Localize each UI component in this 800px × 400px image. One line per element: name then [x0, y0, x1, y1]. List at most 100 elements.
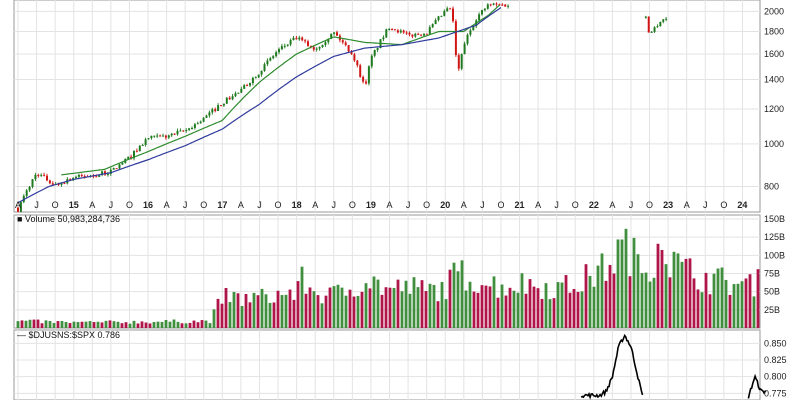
x-tick-label: O [126, 200, 133, 210]
price-candle-body [159, 135, 162, 137]
price-candle-body [263, 64, 266, 71]
volume-bar [172, 319, 176, 328]
price-candle-body [127, 156, 130, 159]
volume-bar [36, 319, 40, 328]
price-candle-body [98, 174, 101, 177]
volume-bar [136, 323, 140, 328]
price-candle-body [301, 37, 304, 41]
price-candle-body [373, 50, 376, 56]
price-candle-body [135, 150, 138, 152]
x-tick-label: O [720, 200, 727, 210]
price-candle-body [46, 175, 48, 181]
price-candle-body [80, 174, 83, 177]
price-candle-body [246, 85, 249, 87]
x-tick-label: O [646, 200, 653, 210]
volume-bar [256, 295, 260, 328]
price-candle-body [104, 171, 106, 175]
price-y-tick: 800 [764, 181, 779, 191]
price-candle-body [51, 183, 54, 185]
volume-bar [348, 289, 352, 328]
price-candle-body [75, 176, 77, 179]
price-candle-body [231, 96, 234, 100]
price-candle-body [650, 31, 653, 33]
price-candle-body [222, 103, 225, 106]
price-y-tick: 1000 [764, 139, 784, 149]
price-candle-body [489, 4, 492, 6]
price-candle-body [130, 156, 133, 159]
volume-bar [712, 273, 716, 328]
volume-bar [696, 289, 700, 328]
price-candle-body [653, 27, 656, 32]
price-candle-body [257, 74, 260, 78]
price-candle-body [249, 83, 251, 86]
price-candle-body [60, 182, 63, 185]
price-candle-body [269, 58, 272, 61]
volume-bar [588, 275, 592, 328]
volume-y-tick: 100B [764, 250, 785, 260]
volume-bar [80, 321, 84, 328]
price-candle-body [472, 26, 475, 31]
price-candle-body [481, 10, 483, 15]
volume-bar [108, 320, 112, 328]
volume-bar [168, 321, 172, 328]
price-candle-body [275, 52, 278, 57]
price-candle-body [144, 139, 147, 145]
volume-bar [356, 295, 360, 328]
volume-bar [728, 294, 732, 328]
volume-bar [16, 321, 20, 328]
volume-bar [384, 287, 388, 328]
x-tick-label: O [349, 200, 356, 210]
x-tick-label: A [609, 200, 615, 210]
volume-bar [416, 287, 420, 328]
price-candle-body [237, 92, 240, 94]
price-candle-body [260, 70, 263, 75]
price-candle-body [501, 4, 504, 6]
volume-bar [292, 299, 296, 328]
x-tick-label: A [89, 200, 95, 210]
price-candle-body [443, 11, 446, 16]
volume-bar [68, 323, 72, 328]
price-candle-body [425, 33, 428, 35]
price-candle-body [431, 24, 434, 28]
price-candle-body [478, 14, 481, 21]
price-candle-body [109, 169, 112, 174]
price-candle-body [408, 32, 411, 35]
volume-bar [372, 276, 376, 328]
price-y-tick: 1800 [764, 26, 784, 36]
volume-bar [580, 291, 584, 328]
volume-bar [156, 321, 160, 328]
volume-bar [452, 262, 456, 328]
price-candle-body [483, 8, 486, 11]
price-candle-body [327, 38, 330, 43]
volume-panel [16, 228, 760, 328]
volume-bar [312, 291, 316, 328]
price-candle-body [344, 42, 347, 46]
volume-bar [252, 292, 256, 328]
volume-bar [484, 285, 488, 328]
price-candle-body [315, 48, 318, 50]
price-y-tick: 2000 [764, 6, 784, 16]
ratio-line-2022 [580, 333, 644, 400]
price-candle-body [214, 109, 217, 111]
volume-bar [288, 289, 292, 328]
price-candle-body [25, 190, 28, 196]
volume-bar [496, 297, 500, 328]
volume-bar [48, 321, 52, 328]
volume-bar [524, 293, 528, 328]
volume-bar [100, 322, 104, 328]
price-candle-body [147, 138, 150, 140]
price-candle-body [394, 29, 396, 31]
price-candle-body [202, 117, 205, 122]
price-candle-body [138, 145, 141, 152]
volume-bar [284, 294, 288, 328]
x-tick-label: A [386, 200, 392, 210]
volume-bar [308, 287, 312, 328]
price-candle-body [504, 4, 507, 7]
price-candle-body [330, 33, 333, 39]
x-tick-label: A [164, 200, 170, 210]
volume-bar [188, 322, 192, 328]
price-candle-body [486, 4, 489, 9]
price-candle-body [420, 34, 423, 36]
volume-bar [376, 279, 380, 328]
x-tick-label: 20 [440, 200, 450, 210]
